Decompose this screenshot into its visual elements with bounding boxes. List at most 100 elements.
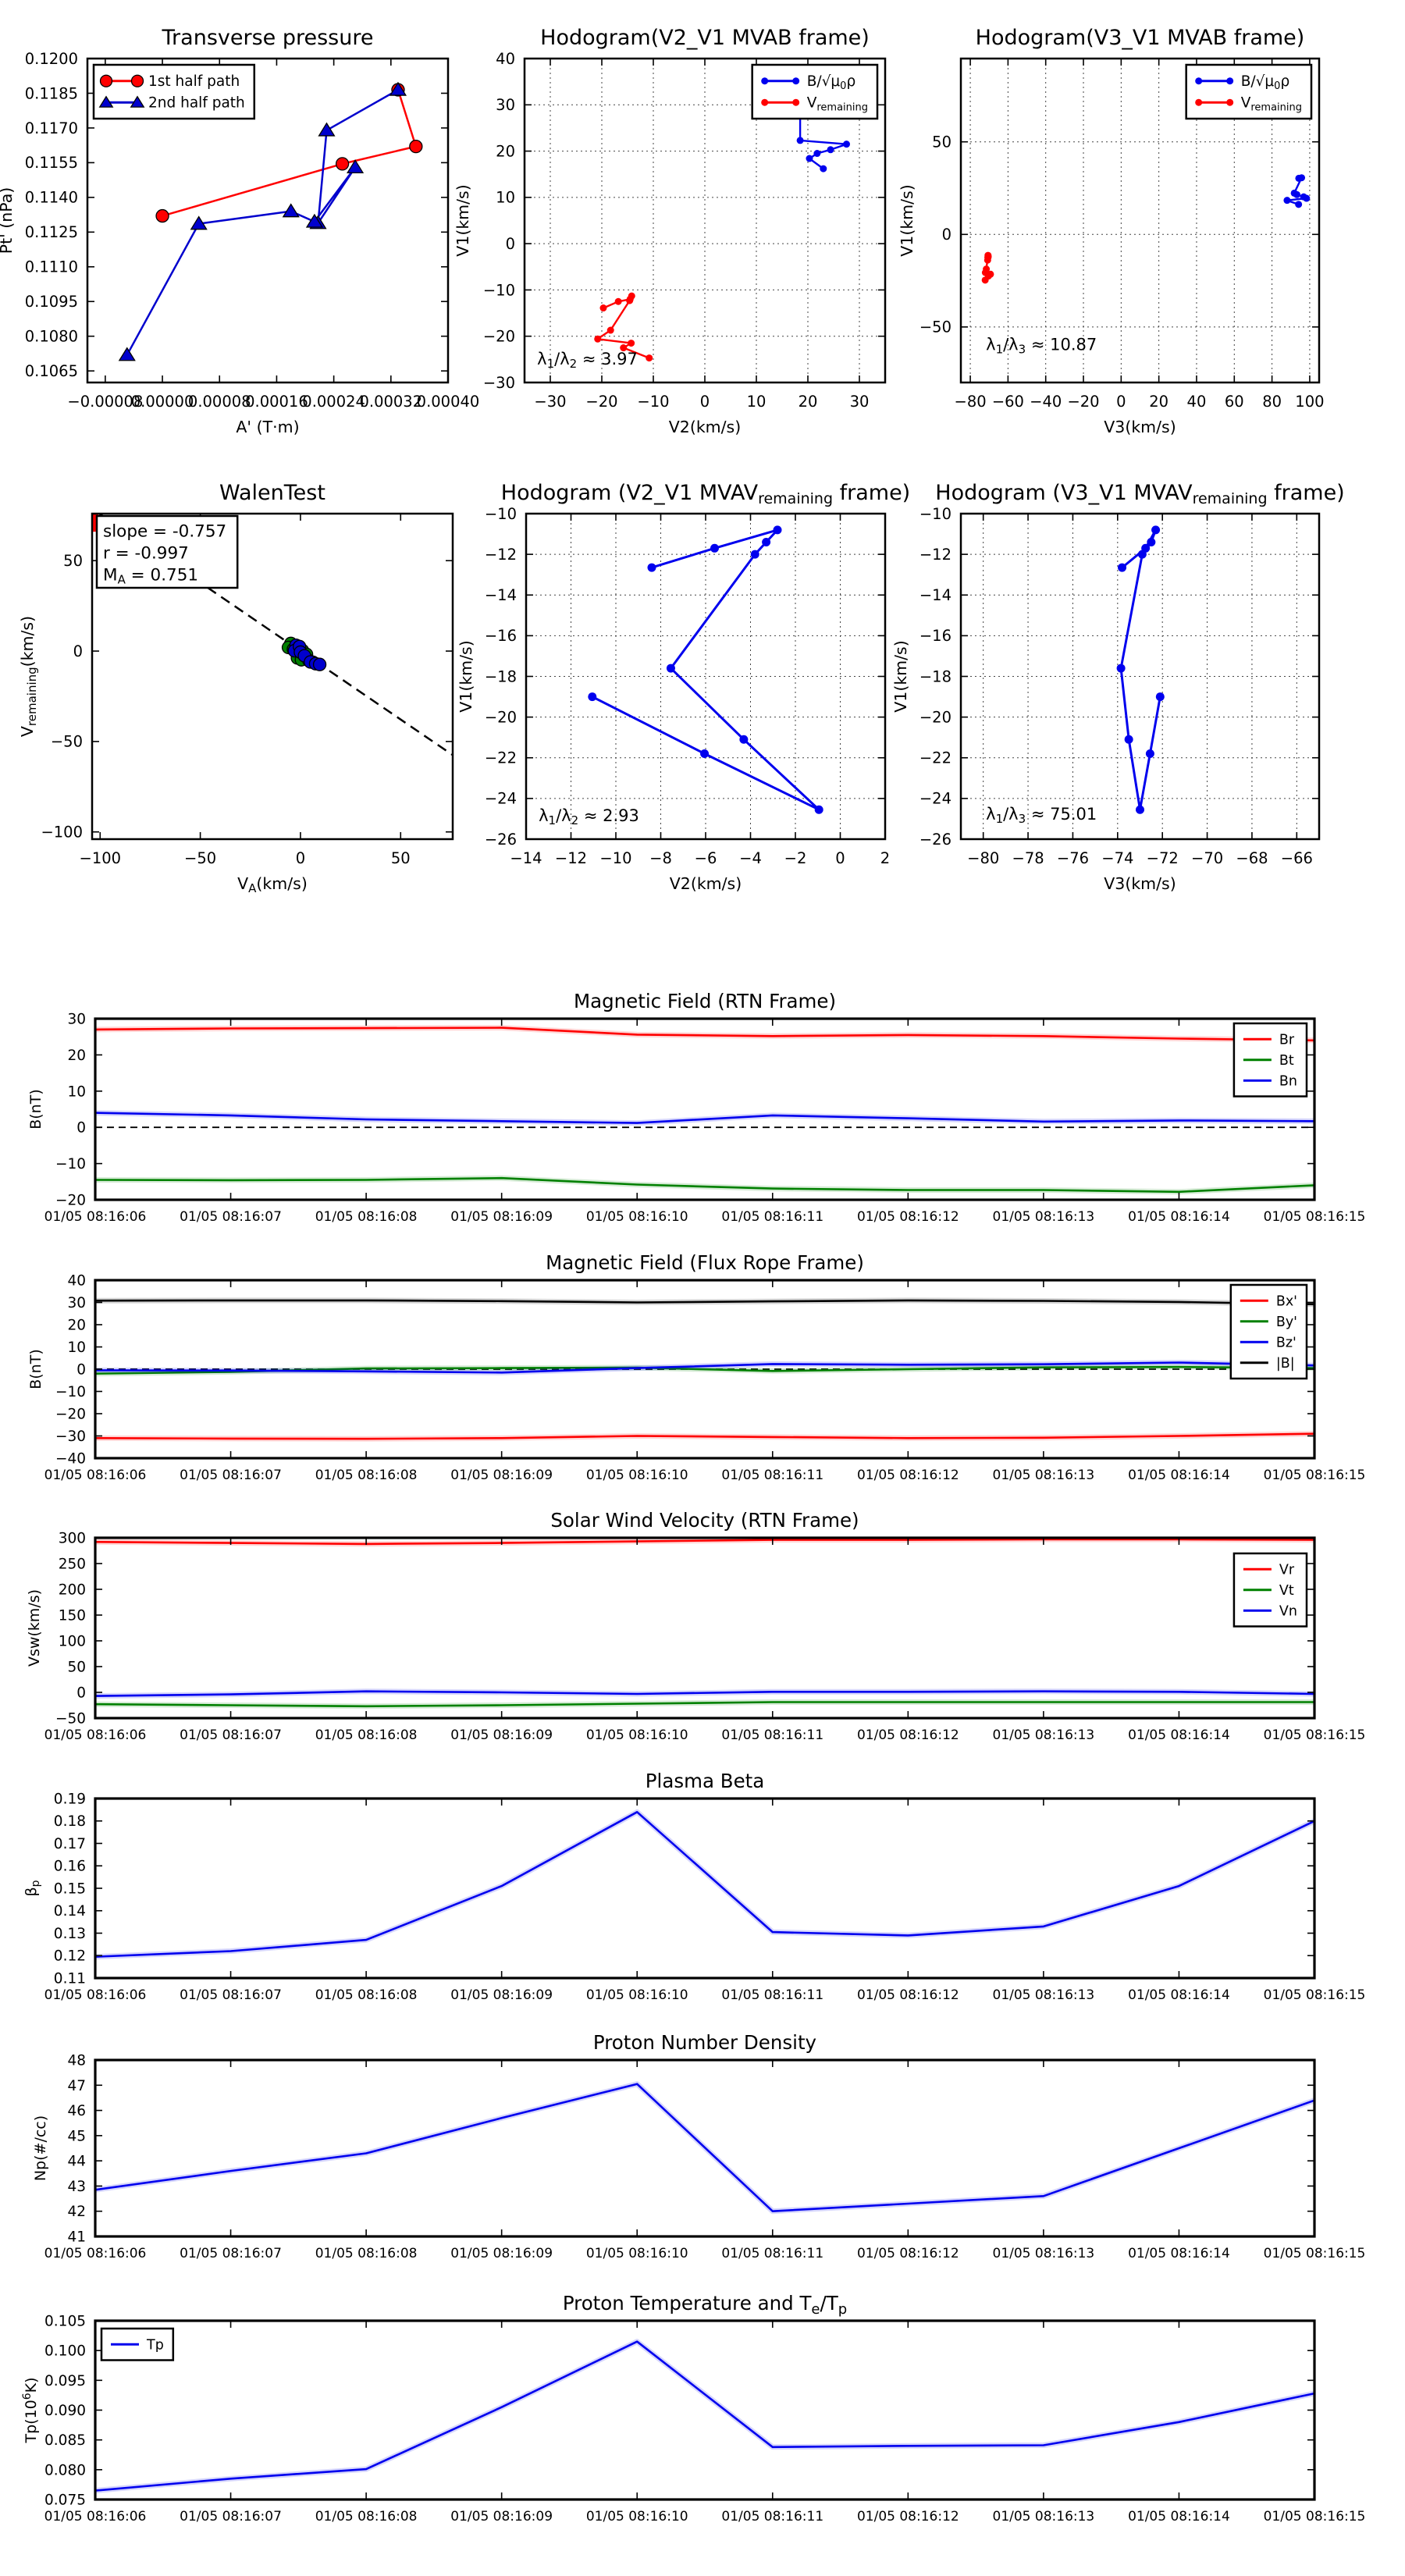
y-tick-label: −20 [483,328,515,346]
proton-number-density-title: Proton Number Density [593,2031,816,2054]
x-tick-label: 01/05 08:16:07 [180,1727,282,1743]
x-tick-label: 100 [1295,393,1324,411]
y-tick-label: 0 [73,642,83,660]
y-tick-label: 0.075 [44,2492,86,2508]
x-tick-label: 01/05 08:16:09 [450,2246,553,2261]
y-tick-label: 30 [67,1011,86,1027]
y-tick-label: 0 [76,1120,86,1137]
data-point [843,141,850,148]
legend-label: Bn [1279,1073,1297,1089]
x-tick-label: 01/05 08:16:08 [315,1209,418,1225]
data-point [1147,537,1156,546]
x-tick-label: 01/05 08:16:13 [993,1209,1095,1225]
hodogram-v2v1-mvav-grid [525,513,886,840]
x-tick-label: −50 [184,849,216,867]
y-tick-label: −12 [485,546,517,564]
data-point [594,335,602,343]
x-tick-label: 01/05 08:16:12 [857,1209,959,1225]
x-tick-label: 0.00032 [359,393,422,411]
y-tick-label: −20 [485,708,517,726]
x-tick-label: 0.00008 [188,393,251,411]
x-tick-label: 01/05 08:16:06 [44,2509,147,2524]
legend-marker [761,98,769,106]
y-tick-label: 0 [942,226,951,244]
x-tick-label: 0.00024 [302,393,365,411]
chart-hodogram-v3v1-mvab: −80 −60 −40 −20 0 20 40 60 80 100 −50 0 50 Hodogram(V… [898,26,1325,436]
y-tick-label: 10 [67,1083,86,1100]
x-tick-label: 20 [1149,393,1168,411]
proton-temperature-series-tp [94,2340,1316,2492]
data-point [620,344,628,352]
x-tick-label: 01/05 08:16:10 [586,1987,688,2003]
magnetic-field-flux-rope-title: Magnetic Field (Flux Rope Frame) [546,1251,864,1274]
x-tick-label: 01/05 08:16:14 [1128,2509,1230,2524]
legend-label: Bt [1279,1053,1294,1069]
y-tick-label: 48 [67,2052,86,2069]
y-tick-label: 0.1110 [25,258,78,276]
x-tick-label: 01/05 08:16:08 [315,2246,418,2261]
legend-label: 2nd half path [148,95,245,112]
y-tick-label: 41 [67,2229,86,2245]
legend-box [751,63,879,120]
x-tick-label: 01/05 08:16:13 [993,1987,1095,2003]
legend-marker [1226,77,1234,85]
y-tick-label: −26 [919,831,951,849]
walen-test-x-axis-label: VA(km/s) [237,874,308,895]
data-point [700,749,710,759]
y-tick-label: 20 [67,1048,86,1064]
y-tick-label: 44 [67,2154,86,2170]
hodogram-v3v1-mvab-legend: B/√μ0ρ Vremaining [1185,63,1313,120]
legend-label: Vt [1279,1583,1294,1599]
x-tick-label: 01/05 08:16:14 [1128,1468,1230,1483]
data-point [1116,664,1126,673]
solar-wind-velocity-series-vt [94,1701,1316,1708]
hodogram-v2v1-mvav-y-axis-label: V1(km/s) [457,640,475,713]
data-point [312,657,327,671]
y-tick-label: 0.085 [44,2432,86,2449]
proton-temperature-series-tp-halo [94,2339,1315,2494]
x-tick-label: 01/05 08:16:14 [1128,1727,1230,1743]
magnetic-field-flux-rope-y-axis-label: B(nT) [27,1349,44,1389]
x-tick-label: −6 [695,849,717,867]
legend-marker [792,98,800,106]
x-tick-label: 01/05 08:16:14 [1128,2246,1230,2261]
y-tick-label: 0.105 [44,2313,86,2329]
x-tick-label: 01/05 08:16:11 [721,1468,823,1483]
hodogram-v2v1-mvav-title: Hodogram (V2_V1 MVAVremaining frame) [501,481,910,507]
y-tick-label: 30 [67,1295,86,1311]
y-tick-label: 200 [59,1582,86,1598]
stats-line: r = -0.997 [103,543,189,563]
y-tick-label: 0.095 [44,2373,86,2389]
legend-box [1185,63,1313,120]
stats-box-frame [95,514,239,589]
x-tick-label: −80 [967,849,999,867]
x-tick-label: −80 [955,393,987,411]
x-tick-label: −8 [649,849,672,867]
x-tick-label: 01/05 08:16:09 [450,1468,553,1483]
legend-label: 1st half path [148,73,240,90]
x-tick-label: 01/05 08:16:12 [857,1468,959,1483]
y-tick-label: 0.1200 [25,50,78,68]
data-point [305,213,323,228]
x-tick-label: 0.00040 [417,393,480,411]
x-tick-label: −40 [1030,393,1062,411]
y-tick-label: −16 [919,627,951,645]
legend-marker [1195,98,1203,106]
x-tick-label: 01/05 08:16:14 [1128,1209,1230,1225]
hodogram-v3v1-mvab-frame [959,57,1321,384]
hodogram-v3v1-mvav-annotation: λ1/λ3 ≈ 75.01 [986,805,1097,826]
legend-label: B/√μ0ρ [807,73,856,92]
x-tick-label: 01/05 08:16:07 [180,1987,282,2003]
y-tick-label: −24 [919,790,951,808]
y-tick-label: −14 [919,586,951,604]
x-tick-label: 50 [391,849,411,867]
solar-wind-velocity-series-vr [94,1538,1316,1546]
data-point [710,543,719,553]
y-tick-label: −50 [51,733,83,751]
data-point [762,537,771,546]
y-tick-label: 0.16 [54,1859,86,1875]
x-tick-label: 01/05 08:16:15 [1264,2509,1366,2524]
hodogram-v3v1-mvab-title: Hodogram(V3_V1 MVAB frame) [976,26,1305,50]
proton-temperature-ticks: 01/05 08:16:06 01/05 08:16:07 01/05 08:16:… [44,2313,1366,2524]
legend-label: Vr [1279,1562,1295,1578]
